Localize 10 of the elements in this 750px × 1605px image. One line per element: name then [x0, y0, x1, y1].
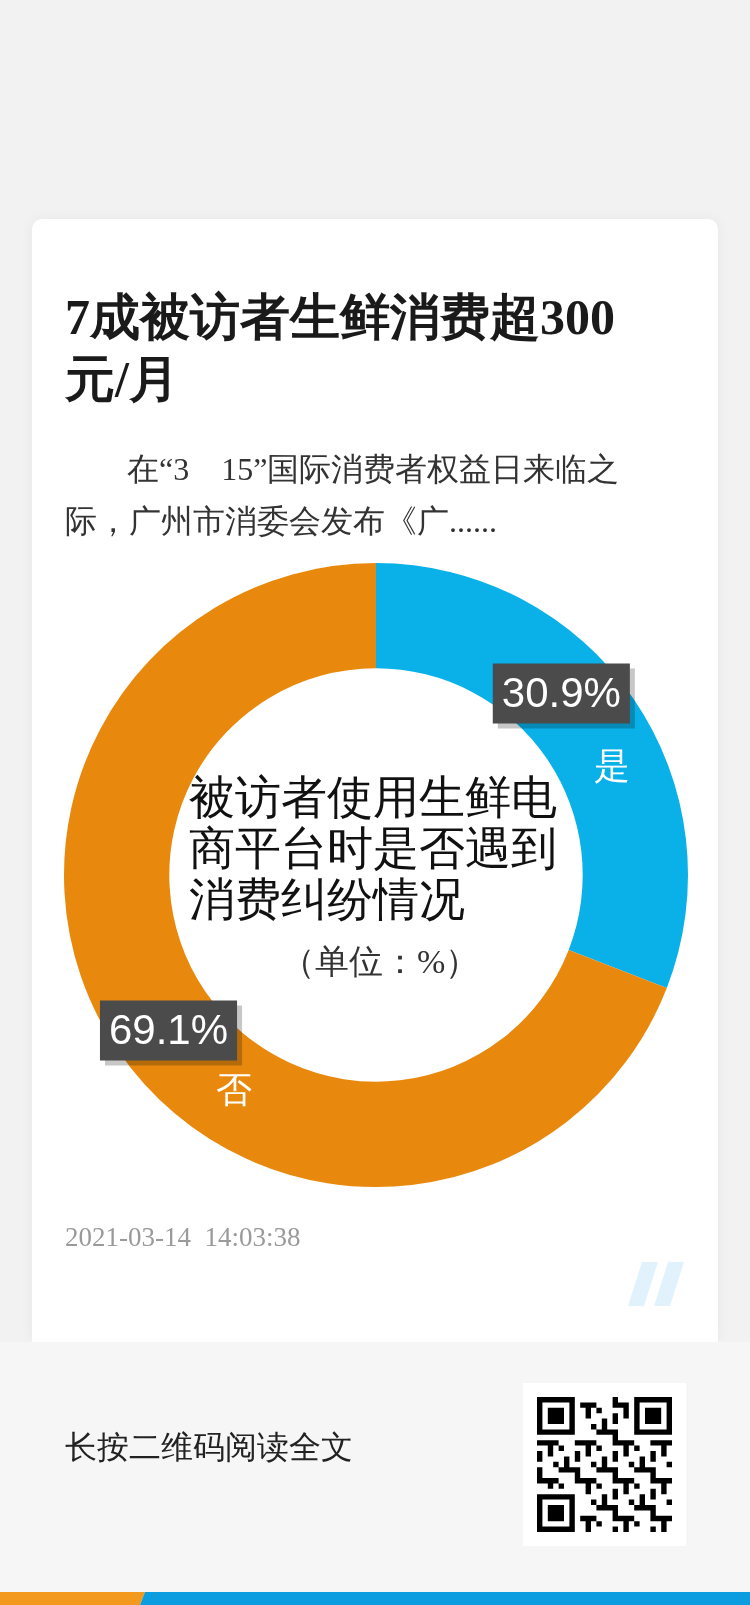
data-label: 30.9%: [501, 669, 621, 717]
chart-subtitle: 在“3 15”国际消费者权益日来临之际，广州市消委会发布《广......: [65, 450, 621, 541]
slice-label: 否: [215, 1068, 252, 1110]
text: （单位：%）: [281, 942, 480, 982]
data-label: 69.1%: [108, 1006, 229, 1054]
text: 被访者使用生鲜电商平台时是否遇到消费纠纷情况: [189, 771, 558, 925]
text: 长按二维码阅读全文: [65, 1428, 353, 1466]
chart-title: 7成被访者生鲜消费超300元/月: [65, 288, 616, 409]
text: 2021-03-14 14:03:38: [65, 1221, 301, 1254]
slice-label: 是: [594, 744, 631, 786]
